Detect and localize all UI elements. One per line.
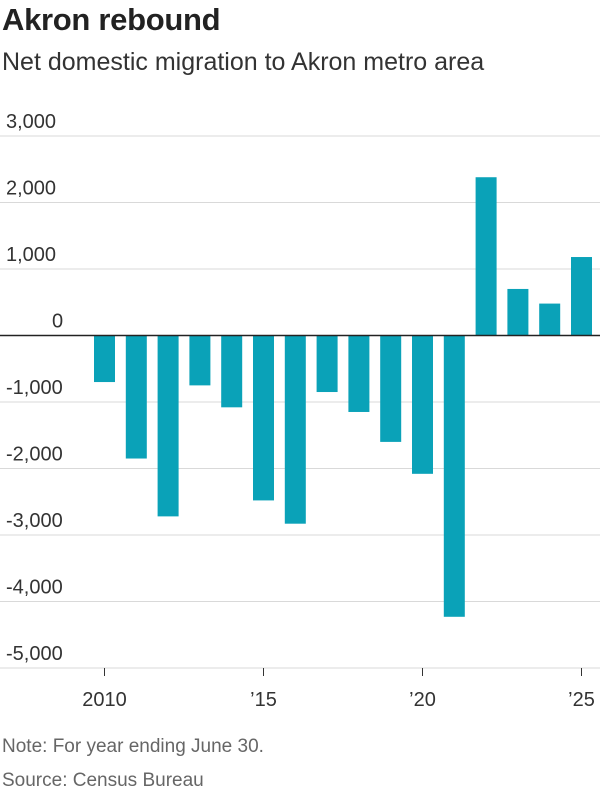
bar-2017 [316, 335, 338, 393]
x-tick-label: ’25 [568, 689, 595, 711]
bar-chart: 3,000 2,000 1,000 0 -1,000 -2,000 -3,000 -4,000… [0, 111, 600, 711]
bar-2018 [348, 335, 370, 412]
y-tick-label: -4,000 [6, 577, 63, 599]
chart-source: Source: Census Bureau [2, 770, 204, 791]
bar-2015 [253, 335, 274, 501]
bar-2025 [571, 257, 592, 336]
axes: 3,000 2,000 1,000 0 -1,000 -2,000 -3,000 -4,000… [0, 111, 600, 711]
bar-2024 [539, 303, 561, 336]
bar-2010 [94, 335, 115, 383]
bars [94, 177, 592, 617]
y-tick-label: 2,000 [6, 178, 56, 200]
y-tick-label: -5,000 [6, 643, 63, 665]
chart-title: Akron rebound [2, 2, 221, 37]
bar-2023 [507, 288, 529, 336]
y-tick-label: 1,000 [6, 244, 56, 266]
bar-2022 [475, 177, 497, 336]
bar-2013 [189, 335, 211, 386]
y-tick-label: -3,000 [6, 510, 63, 532]
bar-2021 [443, 335, 465, 617]
bar-2012 [157, 335, 179, 517]
chart-note: Note: For year ending June 30. [2, 736, 264, 757]
chart-subtitle: Net domestic migration to Akron metro ar… [2, 48, 485, 76]
bar-2019 [380, 335, 402, 442]
bar-2020 [412, 335, 433, 474]
bar-2014 [221, 335, 243, 408]
bar-2011 [125, 335, 147, 459]
x-tick-label: ’15 [250, 689, 277, 711]
y-tick-label: -1,000 [6, 377, 63, 399]
y-tick-label: 0 [52, 311, 63, 333]
y-tick-label: 3,000 [6, 111, 56, 133]
x-tick-label: ’20 [409, 689, 436, 711]
x-tick-label: 2010 [82, 689, 127, 711]
bar-2016 [284, 335, 306, 524]
y-tick-label: -2,000 [6, 444, 63, 466]
